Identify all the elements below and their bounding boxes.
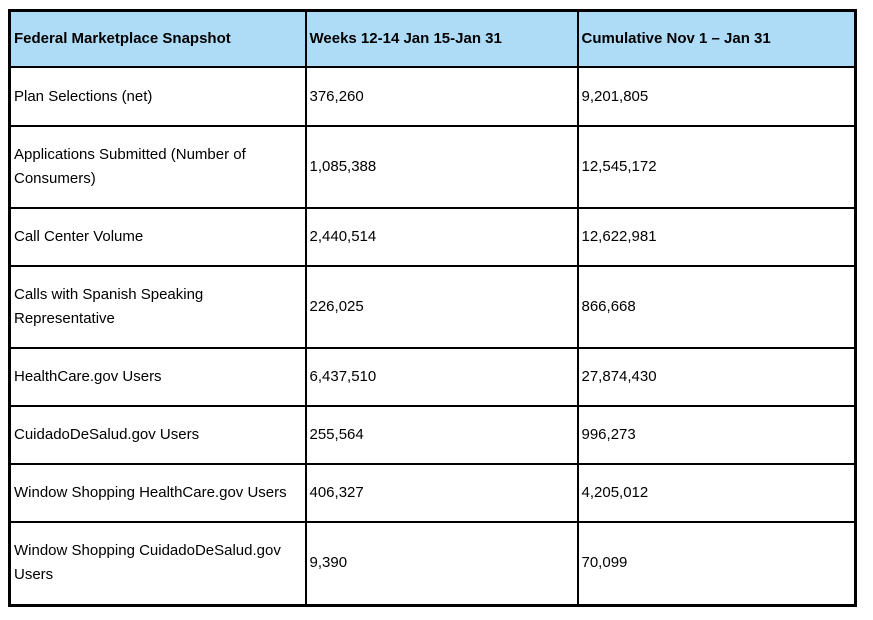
metric-cell: Window Shopping CuidadoDeSalud.gov Users bbox=[8, 521, 307, 606]
metric-cell: Calls with Spanish Speaking Representati… bbox=[8, 265, 307, 349]
table-row: Calls with Spanish Speaking Representati… bbox=[8, 265, 857, 349]
cumulative-value-cell: 9,201,805 bbox=[576, 66, 857, 127]
federal-marketplace-snapshot-table: Federal Marketplace Snapshot Weeks 12-14… bbox=[8, 9, 857, 607]
table-row: Applications Submitted (Number of Consum… bbox=[8, 125, 857, 209]
metric-cell: Applications Submitted (Number of Consum… bbox=[8, 125, 307, 209]
table-row: Window Shopping HealthCare.gov Users 406… bbox=[8, 463, 857, 523]
header-cell-metric: Federal Marketplace Snapshot bbox=[8, 9, 307, 68]
cumulative-value-cell: 27,874,430 bbox=[576, 347, 857, 407]
table-row: Plan Selections (net) 376,260 9,201,805 bbox=[8, 66, 857, 127]
cumulative-value-cell: 12,545,172 bbox=[576, 125, 857, 209]
weeks-value-cell: 376,260 bbox=[304, 66, 579, 127]
table-row: HealthCare.gov Users 6,437,510 27,874,43… bbox=[8, 347, 857, 407]
header-row: Federal Marketplace Snapshot Weeks 12-14… bbox=[8, 9, 857, 68]
table-row: CuidadoDeSalud.gov Users 255,564 996,273 bbox=[8, 405, 857, 465]
metric-cell: Call Center Volume bbox=[8, 207, 307, 267]
weeks-value-cell: 6,437,510 bbox=[304, 347, 579, 407]
weeks-value-cell: 1,085,388 bbox=[304, 125, 579, 209]
metric-cell: HealthCare.gov Users bbox=[8, 347, 307, 407]
metric-cell: Plan Selections (net) bbox=[8, 66, 307, 127]
table-row: Call Center Volume 2,440,514 12,622,981 bbox=[8, 207, 857, 267]
weeks-value-cell: 2,440,514 bbox=[304, 207, 579, 267]
weeks-value-cell: 406,327 bbox=[304, 463, 579, 523]
cumulative-value-cell: 70,099 bbox=[576, 521, 857, 606]
cumulative-value-cell: 4,205,012 bbox=[576, 463, 857, 523]
cumulative-value-cell: 996,273 bbox=[576, 405, 857, 465]
cumulative-value-cell: 866,668 bbox=[576, 265, 857, 349]
header-cell-weeks: Weeks 12-14 Jan 15-Jan 31 bbox=[304, 9, 579, 68]
weeks-value-cell: 9,390 bbox=[304, 521, 579, 606]
table-row: Window Shopping CuidadoDeSalud.gov Users… bbox=[8, 521, 857, 606]
header-cell-cumulative: Cumulative Nov 1 – Jan 31 bbox=[576, 9, 857, 68]
weeks-value-cell: 226,025 bbox=[304, 265, 579, 349]
cumulative-value-cell: 12,622,981 bbox=[576, 207, 857, 267]
metric-cell: Window Shopping HealthCare.gov Users bbox=[8, 463, 307, 523]
weeks-value-cell: 255,564 bbox=[304, 405, 579, 465]
metric-cell: CuidadoDeSalud.gov Users bbox=[8, 405, 307, 465]
